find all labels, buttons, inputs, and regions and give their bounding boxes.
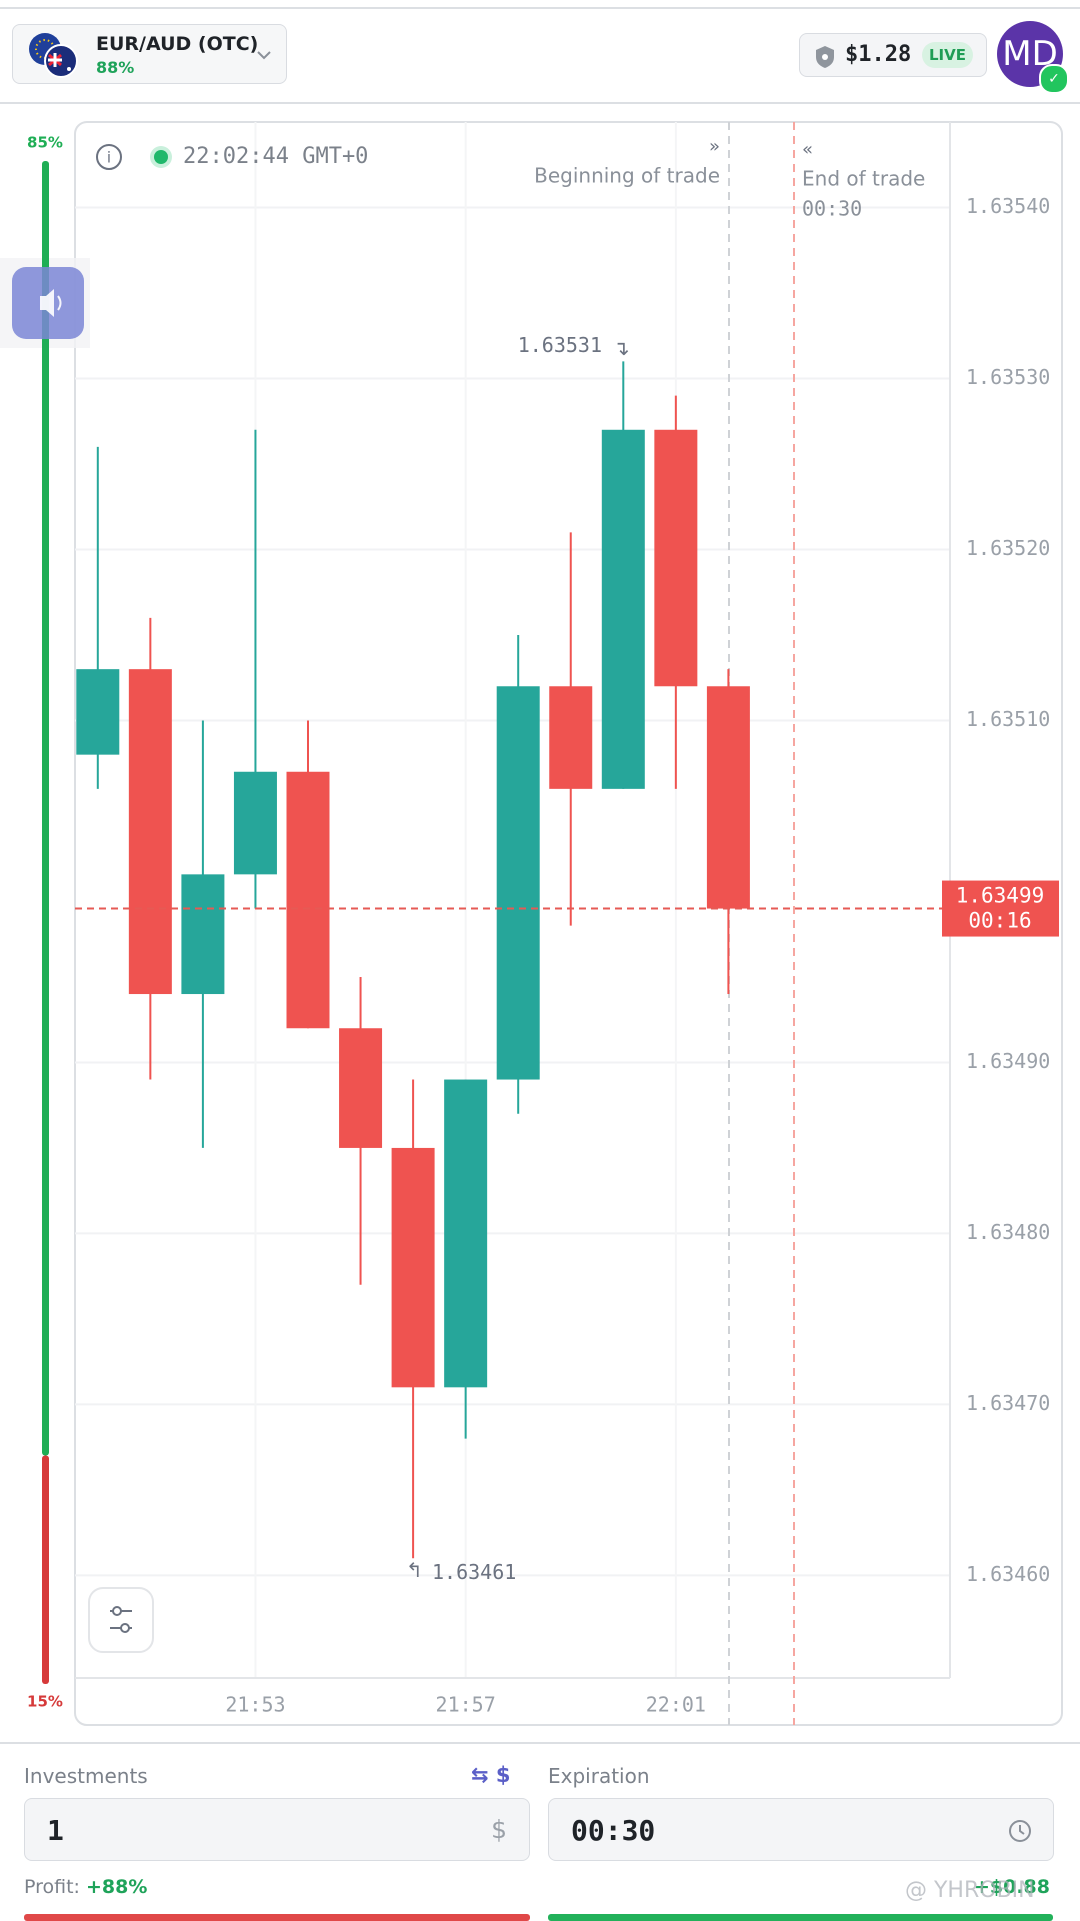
current-price-timer: 00:16 [968,909,1031,933]
y-tick-label: 1.63530 [966,365,1050,389]
clock: 22:02:44 GMT+0 [183,144,368,169]
high-label: 1.63531 [518,333,602,357]
current-price-box [942,880,1059,937]
chart-frame [74,121,1063,1726]
investments-label: Investments [24,1764,148,1788]
info-icon[interactable] [96,144,122,170]
sell-button-edge[interactable] [24,1914,530,1921]
balance-amount[interactable]: $1.28 [845,42,912,67]
y-tick-label: 1.63540 [966,194,1050,218]
y-tick-label: 1.63460 [966,1562,1050,1586]
sound-button[interactable] [12,267,84,339]
profit: Profit: +88% [24,1876,147,1898]
expiration-value[interactable]: 00:30 [571,1814,656,1847]
verified-badge: ✓ [1039,64,1069,94]
switch-icon[interactable]: ⇆ [471,1763,496,1787]
current-price-label: 1.63499 [956,884,1045,908]
profit-label: Profit: [24,1876,80,1898]
pair-payout: 88% [96,58,135,77]
candle-body [654,429,698,687]
y-tick-label: 1.63470 [966,1391,1050,1415]
candle-body [128,669,172,995]
candle-body [181,874,225,995]
sound-icon[interactable] [57,295,62,311]
x-tick-label: 21:53 [225,1693,285,1717]
high-arrow: ↴ [613,336,630,360]
au-cross [48,53,62,67]
y-tick-label: 1.63490 [966,1049,1050,1073]
x-tick-label: 21:57 [436,1693,496,1717]
amount-value[interactable]: 1 [47,1814,64,1847]
candle-body [391,1147,435,1388]
sentiment-bar: 85% 15% [27,134,63,1711]
profit-amount: +$0.88 [973,1876,1050,1898]
switch-currency[interactable]: $ [495,1763,511,1787]
sentiment-segment [42,1455,49,1684]
x-tick-label: 22:01 [646,1693,706,1717]
candle-body [76,669,120,755]
account-badge: LIVE [922,42,973,68]
info-button[interactable]: i [96,144,122,170]
trade-start-label: Beginning of trade [534,164,720,188]
sentiment-up-label: 85% [27,134,63,152]
candle-body [444,1079,488,1388]
settings-button[interactable] [88,1587,154,1653]
clock-icon [1009,1820,1031,1842]
candle-body [496,686,540,1080]
shield-icon [816,46,834,68]
low-label: 1.63461 [432,1560,516,1584]
pair-name[interactable]: EUR/AUD (OTC) [96,33,259,55]
candle-body [286,771,330,1029]
settings-bg[interactable] [88,1587,154,1653]
profit-percent: +88% [86,1876,148,1898]
balance[interactable]: $1.28 LIVE [799,33,987,77]
watermark: @ YHROBIN [905,1878,1035,1903]
currency-switch[interactable]: ⇆ $ [471,1763,511,1787]
pair-selector[interactable]: EUR/AUD (OTC) 88% [12,24,287,84]
y-tick-label: 1.63480 [966,1220,1050,1244]
info-glyph[interactable]: i [107,149,111,167]
candle-body [706,686,750,909]
trade-start-arrow: » [709,136,720,157]
flags [29,33,78,78]
trade-end-arrow: « [802,139,813,160]
candle-body [233,771,277,875]
expiration-input[interactable]: 00:30 [548,1798,1054,1861]
settings-glyph[interactable] [120,1623,130,1633]
low-arrow: ↰ [406,1558,423,1582]
buy-button-edge[interactable] [548,1914,1053,1921]
sentiment-down-label: 15% [27,1693,63,1711]
trade-end-label: End of trade [802,167,925,191]
sentiment-segment [42,161,49,1456]
candle-body [601,429,645,789]
amount-currency: $ [491,1815,507,1844]
au-star [67,67,71,71]
amount-input[interactable]: 1 $ [24,1798,530,1861]
expiration-label: Expiration [548,1764,650,1788]
sound-icon[interactable] [40,289,54,317]
candle-body [339,1028,383,1148]
dropdown-caret[interactable] [256,49,272,61]
candles [76,361,750,1559]
trade-end-timer: 00:30 [802,197,862,221]
candle-body [549,686,593,789]
settings-glyph[interactable] [112,1606,122,1616]
y-tick-label: 1.63520 [966,536,1050,560]
y-tick-label: 1.63510 [966,707,1050,731]
live-dot [154,150,168,164]
